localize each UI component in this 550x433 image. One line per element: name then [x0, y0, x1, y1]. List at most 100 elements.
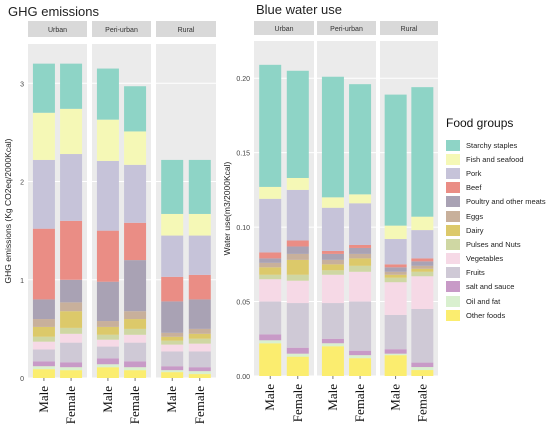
bar-segment-ghg-rural-male-vegetables — [161, 344, 184, 352]
bar-segment-ghg-peri-urban-male-oil-and-fat — [96, 364, 119, 368]
y-axis-label-water: Water use(m3/2000Kcal) — [222, 161, 232, 255]
legend-label-beef: Beef — [466, 183, 482, 193]
bar-segment-ghg-peri-urban-male-eggs — [96, 321, 119, 327]
bar-segment-water-peri-urban-female-pork — [349, 203, 372, 245]
bar-segment-water-urban-female-fish-and-seafood — [286, 177, 309, 190]
bar-segment-ghg-urban-female-fish-and-seafood — [60, 108, 83, 155]
bar-segment-ghg-peri-urban-female-salt-and-sauce — [124, 361, 147, 368]
bar-segment-water-rural-male-fish-and-seafood — [384, 225, 407, 240]
bar-segment-water-urban-male-poultry-and-other-meats — [259, 258, 282, 263]
bar-segment-ghg-urban-female-other-foods — [60, 370, 83, 378]
bar-segment-ghg-rural-female-fish-and-seafood — [188, 213, 211, 236]
bar-segment-water-peri-urban-male-vegetables — [321, 274, 344, 304]
facet-strip-ghg-peri-urban — [92, 21, 151, 37]
x-tick-label-water-peri-urban-male: Male — [325, 384, 340, 411]
bar-segment-water-rural-male-oil-and-fat — [384, 353, 407, 356]
bar-segment-water-rural-female-vegetables — [411, 276, 434, 309]
bar-segment-ghg-rural-male-pork — [161, 235, 184, 277]
facet-label-ghg-peri-urban: Peri-urban — [105, 27, 138, 34]
legend-item-beef: Beef — [446, 181, 546, 195]
bar-segment-water-rural-female-poultry-and-other-meats — [411, 261, 434, 266]
legend-swatch-beef — [446, 182, 460, 194]
bar-segment-water-urban-female-vegetables — [286, 280, 309, 304]
bar-segment-ghg-rural-female-other-foods — [188, 374, 211, 378]
bar-segment-ghg-peri-urban-female-oil-and-fat — [124, 367, 147, 371]
bar-segment-ghg-rural-female-poultry-and-other-meats — [188, 299, 211, 329]
bar-segment-water-rural-male-pulses-and-nuts — [384, 277, 407, 283]
bar-segment-ghg-rural-male-other-foods — [161, 372, 184, 378]
bar-segment-water-rural-female-other-foods — [411, 370, 434, 376]
facet-strip-water-rural — [380, 21, 438, 35]
bar-segment-water-urban-male-oil-and-fat — [259, 340, 282, 344]
bar-segment-ghg-urban-male-fruits — [32, 349, 55, 362]
bar-segment-water-rural-female-fish-and-seafood — [411, 216, 434, 231]
legend-item-salt-and-sauce: salt and sauce — [446, 280, 546, 294]
bar-segment-ghg-rural-male-eggs — [161, 332, 184, 337]
legend-swatch-pulses-and-nuts — [446, 238, 460, 250]
legend-label-fish-and-seafood: Fish and seafood — [466, 154, 524, 164]
bar-segment-water-peri-urban-female-fish-and-seafood — [349, 194, 372, 204]
bar-segment-ghg-urban-female-vegetables — [60, 333, 83, 343]
legend-label-poultry-and-other-meats: Poultry and other meats — [466, 197, 546, 207]
bar-segment-ghg-urban-male-pork — [32, 159, 55, 229]
bar-segment-water-rural-male-salt-and-sauce — [384, 349, 407, 354]
bar-segment-ghg-urban-female-starchy-staples — [60, 63, 83, 109]
bar-segment-water-peri-urban-male-eggs — [321, 259, 344, 265]
bar-segment-water-peri-urban-male-pork — [321, 207, 344, 251]
x-tick-label-water-peri-urban-female: Female — [352, 384, 367, 422]
legend-label-pork: Pork — [466, 168, 482, 178]
bar-segment-ghg-peri-urban-female-dairy — [124, 319, 147, 329]
bar-segment-water-rural-female-dairy — [411, 268, 434, 272]
facet-label-water-urban: Urban — [274, 26, 293, 33]
chart-title-ghg: GHG emissions — [8, 4, 100, 19]
bar-segment-water-rural-male-eggs — [384, 271, 407, 275]
bar-segment-ghg-rural-female-eggs — [188, 328, 211, 334]
y-tick-label-water-1: 0.05 — [236, 300, 250, 307]
bar-segment-ghg-peri-urban-female-vegetables — [124, 334, 147, 343]
chart-title-water: Blue water use — [256, 2, 342, 17]
bar-segment-ghg-peri-urban-female-eggs — [124, 311, 147, 320]
bar-segment-ghg-peri-urban-female-fruits — [124, 342, 147, 362]
legend-swatch-vegetables — [446, 253, 460, 265]
x-tick-label-water-urban-male: Male — [262, 384, 277, 411]
bar-segment-water-urban-male-dairy — [259, 267, 282, 275]
bar-segment-ghg-peri-urban-male-salt-and-sauce — [96, 358, 119, 365]
bar-segment-water-rural-male-starchy-staples — [384, 94, 407, 226]
bar-segment-ghg-rural-female-vegetables — [188, 343, 211, 352]
bar-segment-ghg-urban-male-other-foods — [32, 369, 55, 378]
bar-segment-ghg-rural-male-salt-and-sauce — [161, 366, 184, 371]
y-axis-label-ghg: GHG emissions (Kg CO2eq/2000Kcal) — [3, 138, 13, 283]
bar-segment-ghg-peri-urban-male-other-foods — [96, 367, 119, 378]
legend-item-starchy-staples: Starchy staples — [446, 138, 546, 152]
facet-label-ghg-rural: Rural — [178, 27, 195, 34]
y-tick-label-ghg-1: 1 — [20, 278, 24, 285]
bar-segment-water-urban-male-fish-and-seafood — [259, 186, 282, 199]
bar-segment-water-rural-female-fruits — [411, 309, 434, 363]
facet-strip-ghg-urban — [28, 21, 87, 37]
legend-swatch-other-foods — [446, 309, 460, 321]
bar-segment-ghg-rural-male-poultry-and-other-meats — [161, 301, 184, 333]
bar-segment-ghg-rural-female-dairy — [188, 333, 211, 339]
bar-segment-water-peri-urban-female-starchy-staples — [349, 84, 372, 195]
bar-segment-ghg-peri-urban-male-dairy — [96, 326, 119, 335]
bar-segment-ghg-peri-urban-female-other-foods — [124, 370, 147, 378]
bar-segment-water-rural-female-beef — [411, 258, 434, 262]
facet-label-ghg-urban: Urban — [48, 27, 67, 34]
bar-segment-water-urban-female-salt-and-sauce — [286, 347, 309, 354]
bar-segment-water-peri-urban-female-dairy — [349, 258, 372, 266]
facet-strip-water-urban — [254, 21, 314, 35]
bar-segment-ghg-rural-male-pulses-and-nuts — [161, 340, 184, 345]
bar-segment-ghg-peri-urban-male-vegetables — [96, 339, 119, 347]
bar-segment-water-urban-female-oil-and-fat — [286, 353, 309, 357]
legend-swatch-oil-and-fat — [446, 295, 460, 307]
bar-segment-water-urban-male-vegetables — [259, 279, 282, 302]
bar-segment-water-urban-female-pulses-and-nuts — [286, 274, 309, 281]
x-tick-label-ghg-peri-urban-female: Female — [127, 386, 142, 424]
bar-segment-ghg-urban-male-dairy — [32, 326, 55, 337]
bar-segment-ghg-rural-male-dairy — [161, 336, 184, 341]
y-tick-label-ghg-0: 0 — [20, 376, 24, 383]
bar-segment-water-peri-urban-female-eggs — [349, 253, 372, 259]
x-tick-label-ghg-rural-male: Male — [164, 386, 179, 413]
bar-segment-water-peri-urban-female-beef — [349, 244, 372, 248]
